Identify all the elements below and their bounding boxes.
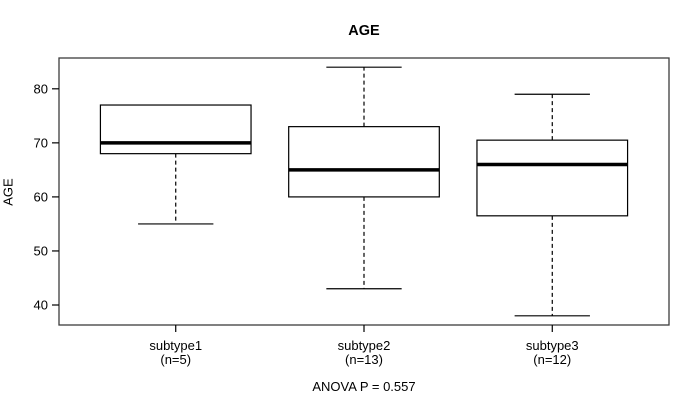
box-subtype2 — [288, 126, 440, 198]
anova-annotation: ANOVA P = 0.557 — [312, 379, 416, 394]
box-subtype3 — [476, 139, 629, 217]
y-tick-label: 60 — [34, 189, 48, 204]
x-tick-label: subtype1 — [149, 338, 202, 353]
x-tick-sublabel: (n=5) — [160, 352, 191, 367]
x-tick-sublabel: (n=12) — [533, 352, 571, 367]
y-tick-label: 80 — [34, 81, 48, 96]
box-subtype1 — [99, 104, 252, 155]
y-tick-label: 70 — [34, 135, 48, 150]
chart-title: AGE — [348, 23, 380, 39]
x-tick-label: subtype3 — [526, 338, 579, 353]
y-tick-label: 50 — [34, 243, 48, 258]
y-tick-label: 40 — [34, 298, 48, 313]
x-tick-label: subtype2 — [338, 338, 391, 353]
x-tick-sublabel: (n=13) — [345, 352, 383, 367]
